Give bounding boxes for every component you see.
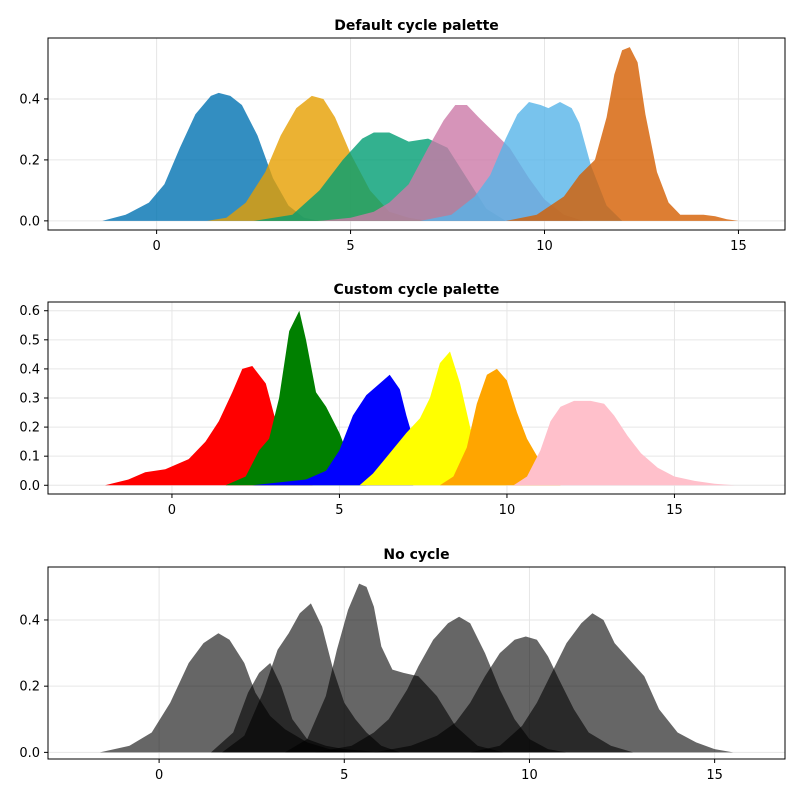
y-tick-label: 0.1	[19, 450, 40, 465]
x-tick-label: 10	[499, 503, 516, 518]
y-tick-label: 0.4	[19, 92, 40, 107]
x-tick-label: 5	[335, 503, 343, 518]
density-area-2	[225, 310, 367, 486]
density-area-7	[470, 613, 734, 753]
x-tick-label: 15	[706, 768, 723, 783]
y-tick-label: 0.2	[19, 680, 40, 695]
density-area-5	[439, 368, 561, 486]
y-tick-label: 0.5	[19, 333, 40, 348]
x-tick-label: 0	[168, 503, 176, 518]
y-tick-label: 0.0	[19, 479, 40, 494]
panel-2: 0 5 10 15 0.0 0.1 0.2 0.3 0.4 0.5 0.6 Custom cycle …	[19, 282, 786, 518]
panel-1: 0 5 10 15 0.0 0.2 0.4 Default cycle palette	[19, 18, 786, 254]
y-tick-label: 0.0	[19, 746, 40, 761]
density-area-3	[222, 603, 400, 753]
x-tick-label: 15	[666, 503, 683, 518]
x-tick-label: 5	[346, 239, 354, 254]
density-area-1	[99, 633, 352, 753]
y-tick-label: 0.2	[19, 153, 40, 168]
y-tick-label: 0.4	[19, 362, 40, 377]
x-tick-label: 10	[521, 768, 538, 783]
density-area-6	[513, 400, 735, 486]
x-tick-label: 0	[155, 768, 163, 783]
panel-title: No cycle	[383, 547, 449, 563]
density-area-2	[207, 95, 429, 221]
y-tick-label: 0.4	[19, 613, 40, 628]
x-tick-label: 15	[730, 239, 747, 254]
panel-title: Custom cycle palette	[334, 282, 500, 298]
density-area-4	[285, 583, 504, 753]
y-tick-label: 0.6	[19, 304, 40, 319]
x-tick-label: 10	[536, 239, 553, 254]
panel-title: Default cycle palette	[334, 18, 499, 34]
x-tick-label: 0	[152, 239, 160, 254]
plot-frame	[47, 566, 786, 760]
y-tick-label: 0.3	[19, 392, 40, 407]
y-tick-label: 0.2	[19, 421, 40, 436]
y-tick-label: 0.0	[19, 214, 40, 229]
density-area-6	[505, 47, 739, 221]
plot-frame	[47, 37, 786, 231]
x-tick-label: 5	[340, 768, 348, 783]
density-area-3	[252, 374, 414, 486]
panel-3: 0 5 10 15 0.0 0.2 0.4 No cycle	[19, 547, 786, 783]
